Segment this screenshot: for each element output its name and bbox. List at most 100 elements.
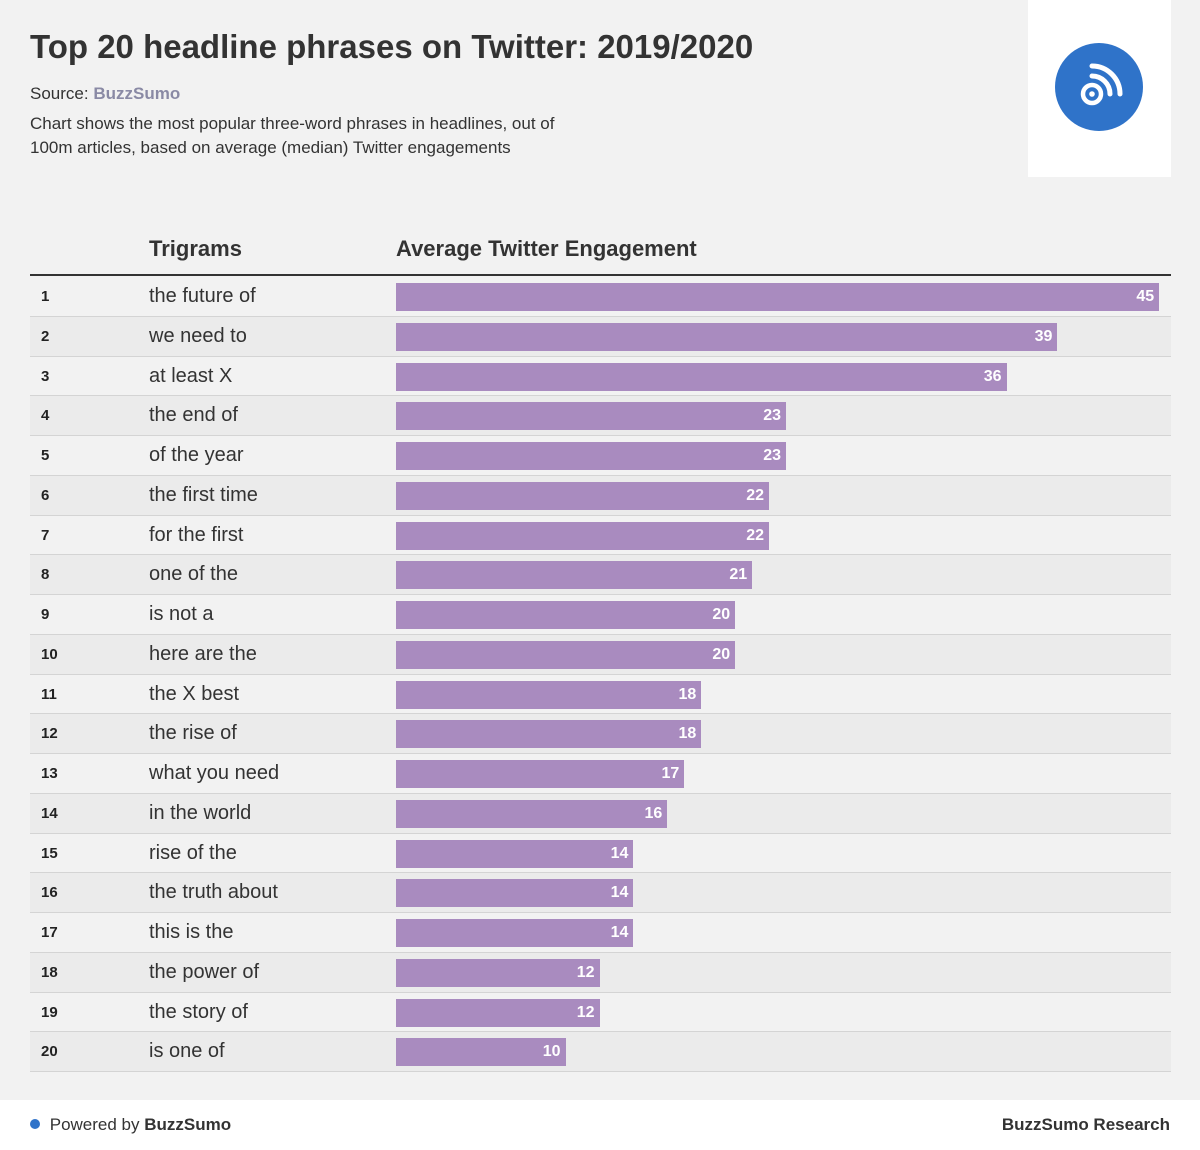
table-row: 8 one of the 21 (30, 555, 1171, 595)
engagement-bar: 36 (396, 362, 1007, 391)
engagement-bar: 18 (396, 680, 702, 709)
source-line: Source: BuzzSumo (30, 84, 180, 104)
bar-value-label: 23 (763, 407, 782, 425)
bar-value-label: 14 (610, 884, 629, 902)
bar-value-label: 22 (746, 526, 765, 544)
bar-value-label: 12 (576, 1003, 595, 1021)
table-row: 13 what you need 17 (30, 754, 1171, 794)
engagement-bar: 22 (396, 481, 770, 510)
powered-brand: BuzzSumo (144, 1115, 232, 1134)
chart-title: Top 20 headline phrases on Twitter: 2019… (30, 28, 754, 65)
table-row: 2 we need to 39 (30, 316, 1171, 357)
trigram-label: one of the (149, 563, 238, 586)
engagement-bar: 21 (396, 561, 753, 590)
trigram-label: the end of (149, 404, 238, 427)
row-rank: 15 (41, 844, 58, 862)
trigram-label: we need to (149, 324, 247, 347)
table-row: 3 at least X 36 (30, 357, 1171, 397)
table-row: 15 rise of the 14 (30, 834, 1171, 874)
research-credit: BuzzSumo Research (1001, 1115, 1170, 1134)
table-row: 4 the end of 23 (30, 396, 1171, 436)
engagement-bar: 17 (396, 760, 685, 788)
trigram-label: is one of (149, 1040, 225, 1063)
table-row: 19 the story of 12 (30, 993, 1171, 1033)
row-rank: 1 (41, 288, 50, 305)
engagement-bar: 20 (396, 601, 736, 629)
powered-by: Powered by BuzzSumo (30, 1115, 231, 1135)
trigram-label: for the first (149, 523, 244, 546)
engagement-bar: 14 (396, 919, 634, 947)
row-rank: 2 (41, 327, 50, 345)
table-row: 14 in the world 16 (30, 793, 1171, 834)
table-row: 20 is one of 10 (30, 1032, 1171, 1072)
engagement-bar: 18 (396, 720, 702, 749)
trigram-label: is not a (149, 603, 214, 625)
brand-dot-icon (30, 1119, 40, 1129)
column-header-trigrams: Trigrams (149, 236, 242, 261)
bar-value-label: 45 (1136, 288, 1155, 305)
rss-feed-icon (1055, 43, 1143, 131)
engagement-bar: 20 (396, 640, 736, 669)
engagement-bar: 10 (396, 1038, 566, 1067)
engagement-bar: 22 (396, 521, 770, 550)
trigram-label: the first time (149, 483, 258, 506)
bar-value-label: 39 (1034, 327, 1053, 345)
source-name: BuzzSumo (93, 84, 181, 103)
trigram-label: the X best (149, 682, 240, 705)
engagement-bar: 45 (396, 283, 1160, 311)
engagement-bar: 23 (396, 402, 787, 431)
row-rank: 8 (41, 566, 50, 584)
row-rank: 16 (41, 884, 58, 902)
row-rank: 18 (41, 963, 58, 981)
trigram-label: the future of (149, 285, 256, 307)
trigram-label: of the year (149, 444, 244, 466)
source-label: Source: (30, 84, 89, 103)
row-rank: 19 (41, 1003, 58, 1021)
logo-box (1028, 0, 1171, 177)
bar-value-label: 18 (678, 685, 697, 703)
table-row: 18 the power of 12 (30, 952, 1171, 993)
bar-value-label: 36 (983, 367, 1002, 385)
row-rank: 12 (41, 725, 58, 743)
bar-chart: 1 the future of 45 2 we need to 39 3 at least X… (30, 277, 1171, 1072)
table-row: 7 for the first 22 (30, 516, 1171, 556)
trigram-label: in the world (149, 801, 252, 824)
row-rank: 5 (41, 447, 50, 464)
table-row: 17 this is the 14 (30, 913, 1171, 953)
bar-value-label: 21 (729, 566, 748, 584)
powered-prefix: Powered by (49, 1115, 140, 1134)
trigram-label: rise of the (149, 841, 237, 864)
row-rank: 20 (41, 1043, 58, 1061)
row-rank: 9 (41, 606, 50, 623)
row-rank: 11 (41, 685, 57, 703)
bar-value-label: 14 (610, 844, 629, 862)
engagement-bar: 12 (396, 958, 600, 987)
row-rank: 14 (41, 804, 58, 822)
bar-value-label: 12 (576, 963, 595, 981)
table-row: 12 the rise of 18 (30, 714, 1171, 754)
table-row: 10 here are the 20 (30, 634, 1171, 675)
engagement-bar: 23 (396, 442, 787, 470)
bar-value-label: 22 (746, 486, 765, 504)
bar-value-label: 10 (542, 1043, 561, 1061)
table-row: 9 is not a 20 (30, 595, 1171, 635)
trigram-label: the power of (149, 960, 260, 983)
engagement-bar: 12 (396, 998, 600, 1027)
row-rank: 13 (41, 765, 58, 782)
table-row: 6 the first time 22 (30, 475, 1171, 516)
bar-value-label: 16 (644, 804, 663, 822)
row-rank: 10 (41, 645, 58, 663)
bar-value-label: 20 (712, 606, 731, 623)
row-rank: 17 (41, 924, 58, 941)
row-rank: 7 (41, 526, 50, 544)
bar-value-label: 23 (763, 447, 782, 464)
table-row: 11 the X best 18 (30, 675, 1171, 715)
table-row: 5 of the year 23 (30, 436, 1171, 476)
footer: Powered by BuzzSumo BuzzSumo Research (0, 1100, 1200, 1150)
row-rank: 6 (41, 486, 50, 504)
bar-value-label: 17 (661, 765, 680, 782)
chart-description: Chart shows the most popular three-word … (30, 114, 555, 157)
bar-value-label: 14 (610, 924, 629, 941)
engagement-bar: 39 (396, 322, 1058, 351)
table-row: 16 the truth about 14 (30, 873, 1171, 913)
